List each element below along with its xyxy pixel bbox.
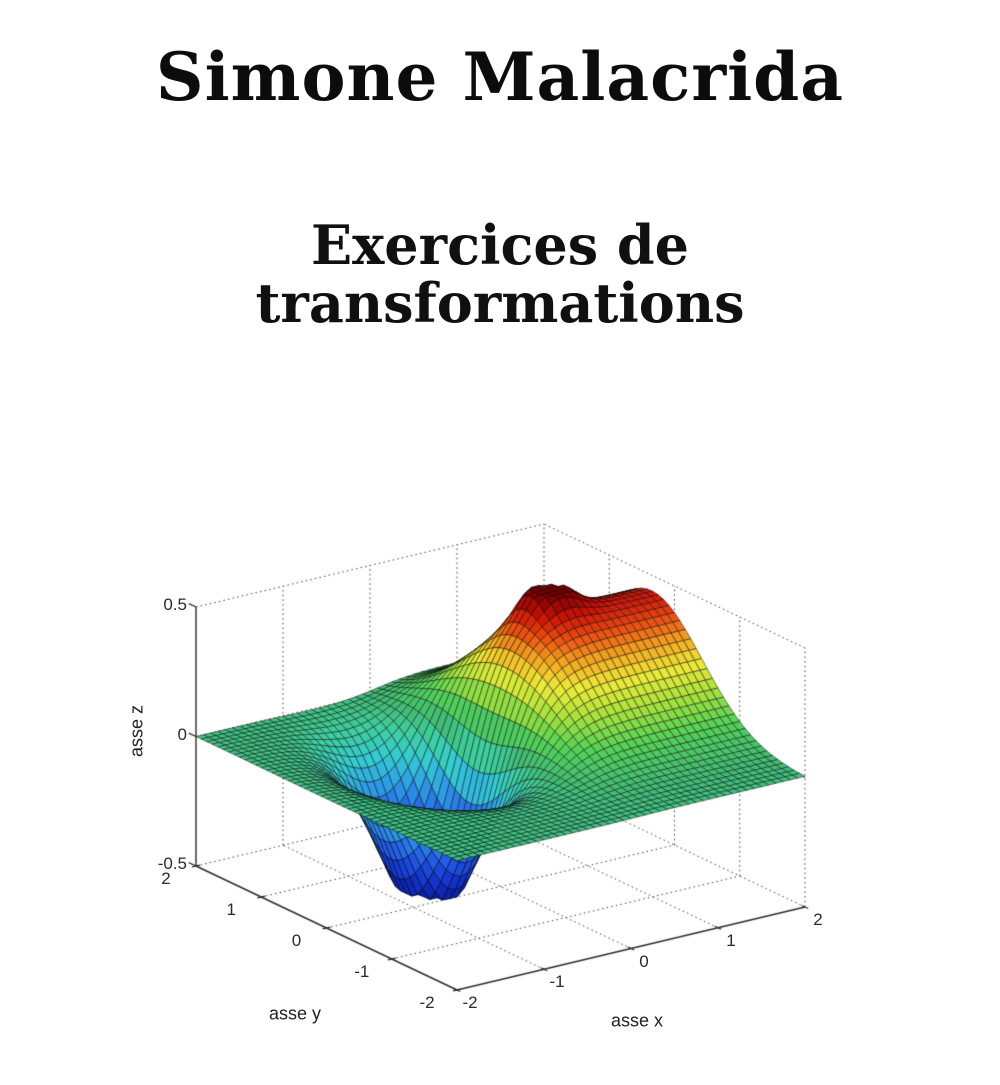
y-axis-tick-label: 1 (226, 900, 236, 919)
y-axis-tick-label: 2 (161, 869, 171, 888)
y-axis-tick-label: -1 (354, 962, 370, 981)
z-axis-label: asse z (126, 704, 147, 758)
y-axis-tick-label: 0 (291, 931, 302, 950)
y-axis-label: asse y (268, 1003, 322, 1024)
z-axis-tick-label: 0.5 (163, 595, 187, 614)
z-axis-tick-label: -0.5 (157, 854, 187, 873)
z-axis-tick-label: 0 (177, 724, 187, 744)
x-axis-tick-label: -2 (462, 993, 478, 1012)
x-axis-tick-label: 0 (639, 951, 649, 971)
y-axis-tick-label: -2 (419, 993, 435, 1012)
x-axis-tick-label: -1 (549, 972, 565, 992)
x-axis-tick-label: 1 (726, 930, 736, 950)
x-axis-label: asse x (610, 1010, 664, 1031)
x-axis-tick-label: 2 (813, 910, 823, 929)
